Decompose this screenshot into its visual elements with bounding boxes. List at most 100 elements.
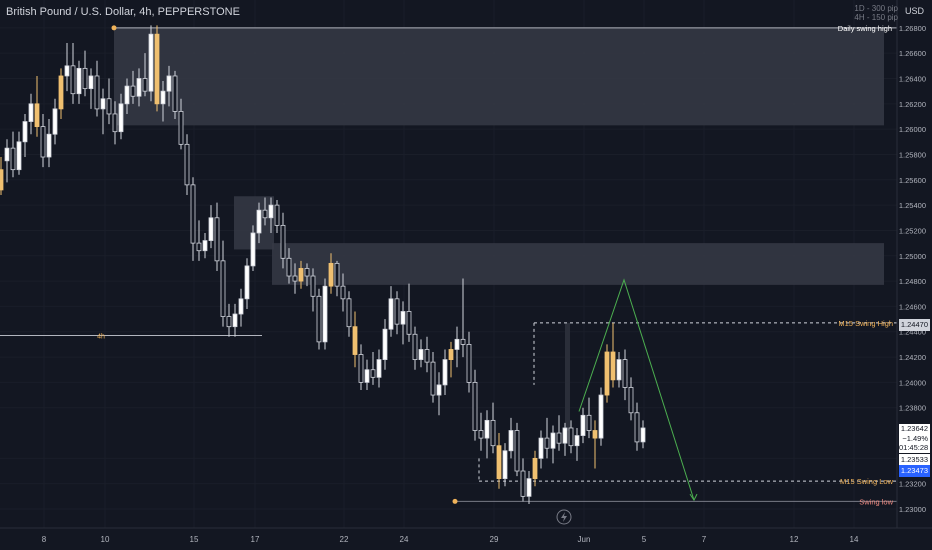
candle: [346, 291, 352, 337]
candle-body: [124, 85, 130, 105]
y-tick-label: 1.26400: [899, 75, 926, 84]
candle-body: [340, 285, 346, 300]
candle: [118, 93, 124, 140]
lightning-icon[interactable]: [556, 509, 572, 525]
candle-body: [88, 75, 94, 90]
candle: [640, 420, 646, 449]
candle: [352, 311, 358, 368]
projection-path: [578, 278, 695, 501]
projection-arrowhead: [689, 493, 698, 502]
candle-body: [208, 217, 214, 241]
candle-body: [220, 260, 226, 317]
candle: [388, 286, 394, 337]
y-tick-label: 1.26200: [899, 100, 926, 109]
candle-body: [226, 316, 232, 328]
x-tick-label: 5: [642, 535, 647, 544]
candle: [460, 278, 466, 358]
y-tick-label: 1.25600: [899, 176, 926, 185]
timeframe-note: 1D - 300 pip 4H - 150 pip: [854, 4, 898, 22]
candle-body: [634, 412, 640, 443]
candle-body: [466, 344, 472, 383]
candle: [154, 25, 160, 112]
candle-body: [568, 427, 574, 447]
x-tick-label: 17: [251, 535, 260, 544]
candle: [64, 43, 70, 92]
candle-body: [304, 268, 310, 277]
candle: [448, 341, 454, 378]
candle-body: [154, 33, 160, 105]
candle-body: [370, 369, 376, 378]
candle: [334, 260, 340, 297]
swing-low-marker: [452, 498, 458, 504]
candle: [490, 402, 496, 454]
candle: [328, 253, 334, 294]
candle-body: [580, 414, 586, 436]
x-tick-label: 22: [340, 535, 349, 544]
candle: [250, 225, 256, 271]
candle-body: [58, 75, 64, 110]
x-tick-label: 8: [42, 535, 47, 544]
candle: [82, 50, 88, 97]
candle: [370, 352, 376, 385]
candle: [478, 412, 484, 451]
candle: [112, 101, 118, 145]
candle-body: [400, 311, 406, 325]
candle: [142, 53, 148, 97]
candle-body: [244, 265, 250, 300]
candle-body: [70, 65, 76, 95]
candle-body: [202, 240, 208, 252]
y-tick-label: 1.23200: [899, 480, 926, 489]
candle-body: [178, 111, 184, 145]
candle-body: [412, 333, 418, 360]
x-tick-label: Jun: [578, 535, 591, 544]
candle-body: [28, 103, 34, 122]
y-tick-label: 1.26800: [899, 24, 926, 33]
candle: [292, 263, 298, 294]
candle-body: [574, 435, 580, 447]
candle-body: [460, 338, 466, 345]
supply-zone-lower: [272, 243, 884, 285]
candle: [178, 98, 184, 150]
candle: [322, 278, 328, 350]
candle: [574, 427, 580, 461]
candle: [124, 78, 130, 114]
y-tick-label: 1.24600: [899, 302, 926, 311]
candle: [538, 430, 544, 469]
candle: [262, 197, 268, 226]
candle: [28, 93, 34, 135]
candle-body: [388, 298, 394, 330]
currency-label[interactable]: USD: [904, 6, 924, 16]
candle: [400, 301, 406, 345]
candle-body: [100, 98, 106, 110]
candle: [76, 60, 82, 104]
candle: [184, 134, 190, 195]
candle-body: [52, 108, 58, 135]
candle: [358, 344, 364, 390]
candle-body: [604, 351, 610, 396]
candle-body: [112, 113, 118, 133]
candle-body: [184, 143, 190, 186]
candle: [340, 273, 346, 312]
bar-countdown: 01:45:28: [899, 443, 929, 452]
candle-body: [232, 313, 238, 328]
x-tick-label: 14: [850, 535, 859, 544]
candle: [376, 349, 382, 388]
candle: [46, 119, 52, 168]
candle: [586, 397, 592, 439]
candle: [106, 78, 112, 125]
candle: [442, 349, 448, 396]
candle-body: [268, 204, 274, 219]
candle: [52, 98, 58, 145]
y-tick-label: 1.24200: [899, 353, 926, 362]
candle: [424, 336, 430, 373]
candle-body: [82, 67, 88, 90]
candle-body: [250, 232, 256, 267]
candle: [226, 303, 232, 337]
candle-body: [274, 204, 280, 226]
candle-body: [424, 349, 430, 363]
candle-body: [514, 430, 520, 472]
candle-body: [442, 359, 448, 386]
candle-body: [16, 141, 22, 171]
